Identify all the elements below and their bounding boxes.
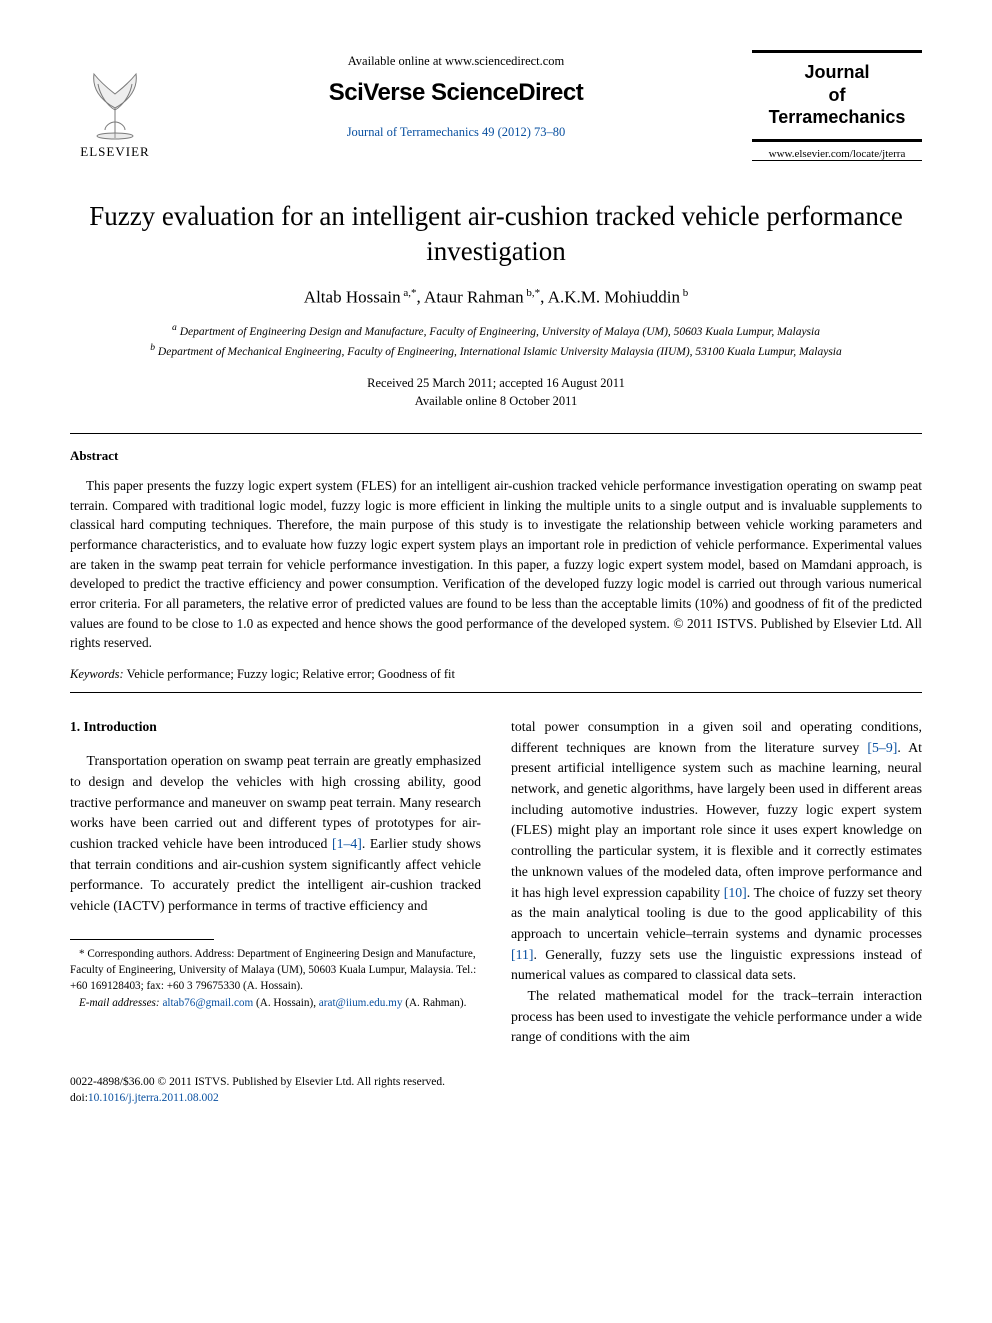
page-footer: 0022-4898/$36.00 © 2011 ISTVS. Published… xyxy=(70,1074,922,1106)
email-2[interactable]: arat@iium.edu.my xyxy=(319,997,403,1009)
journal-url[interactable]: www.elsevier.com/locate/jterra xyxy=(752,148,922,160)
intro-p2-pre: total power consumption in a given soil … xyxy=(511,719,922,755)
email-label: E-mail addresses: xyxy=(79,997,160,1009)
intro-paragraph-1: Transportation operation on swamp peat t… xyxy=(70,751,481,917)
email-footnote: E-mail addresses: altab76@gmail.com (A. … xyxy=(70,995,481,1011)
author-3: A.K.M. Mohiuddin xyxy=(548,287,680,306)
available-online: Available online 8 October 2011 xyxy=(415,394,577,408)
available-online-text: Available online at www.sciencedirect.co… xyxy=(180,54,732,69)
journal-title-line1: Journal xyxy=(804,62,869,82)
journal-citation[interactable]: Journal of Terramechanics 49 (2012) 73–8… xyxy=(180,125,732,140)
copyright-line: 0022-4898/$36.00 © 2011 ISTVS. Published… xyxy=(70,1076,445,1088)
publisher-label: ELSEVIER xyxy=(80,144,149,160)
doi-link[interactable]: 10.1016/j.jterra.2011.08.002 xyxy=(88,1092,219,1104)
doi-label: doi: xyxy=(70,1092,88,1104)
intro-paragraph-2: total power consumption in a given soil … xyxy=(511,717,922,986)
affiliation-b: Department of Mechanical Engineering, Fa… xyxy=(158,346,842,358)
email-2-who: (A. Rahman). xyxy=(402,997,466,1009)
email-1-who: (A. Hossain), xyxy=(253,997,319,1009)
page: ELSEVIER Available online at www.science… xyxy=(0,0,992,1146)
divider xyxy=(70,692,922,693)
intro-p2-mid1: . At present artificial intelligence sys… xyxy=(511,740,922,900)
keywords-label: Keywords: xyxy=(70,667,124,681)
elsevier-tree-icon xyxy=(80,60,150,140)
abstract-text: This paper presents the fuzzy logic expe… xyxy=(70,476,922,653)
header-row: ELSEVIER Available online at www.science… xyxy=(70,50,922,161)
received-accepted: Received 25 March 2011; accepted 16 Augu… xyxy=(367,376,625,390)
author-2-aff: b, xyxy=(524,287,535,299)
intro-p2-post: . Generally, fuzzy sets use the linguist… xyxy=(511,947,922,983)
ref-link-10[interactable]: [10] xyxy=(724,885,747,900)
platform-name: SciVerse ScienceDirect xyxy=(180,79,732,107)
divider xyxy=(70,433,922,434)
article-title: Fuzzy evaluation for an intelligent air-… xyxy=(70,199,922,269)
corresponding-footnote: * Corresponding authors. Address: Depart… xyxy=(70,946,481,995)
abstract-heading: Abstract xyxy=(70,448,922,464)
keywords-text: Vehicle performance; Fuzzy logic; Relati… xyxy=(127,667,455,681)
footnote-block: * Corresponding authors. Address: Depart… xyxy=(70,939,481,1011)
footnote-divider xyxy=(70,939,214,940)
journal-citation-text: Journal of Terramechanics 49 (2012) 73–8… xyxy=(347,125,566,139)
ref-link-1-4[interactable]: [1–4] xyxy=(332,836,362,851)
ref-link-11[interactable]: [11] xyxy=(511,947,533,962)
author-1: Altab Hossain xyxy=(304,287,401,306)
journal-title-line2: of xyxy=(829,85,846,105)
keywords-line: Keywords: Vehicle performance; Fuzzy log… xyxy=(70,667,922,682)
affiliations: a Department of Engineering Design and M… xyxy=(70,321,922,361)
publisher-logo-block: ELSEVIER xyxy=(70,50,160,160)
journal-title: Journal of Terramechanics xyxy=(752,61,922,142)
author-2: Ataur Rahman xyxy=(424,287,524,306)
center-header: Available online at www.sciencedirect.co… xyxy=(160,50,752,146)
article-dates: Received 25 March 2011; accepted 16 Augu… xyxy=(70,374,922,412)
author-2-corr: * xyxy=(535,287,541,299)
email-1[interactable]: altab76@gmail.com xyxy=(162,997,253,1009)
journal-title-box: Journal of Terramechanics www.elsevier.c… xyxy=(752,50,922,161)
body-columns: 1. Introduction Transportation operation… xyxy=(70,717,922,1048)
author-1-aff: a, xyxy=(401,287,411,299)
affiliation-a: Department of Engineering Design and Man… xyxy=(180,326,820,338)
intro-paragraph-3: The related mathematical model for the t… xyxy=(511,986,922,1048)
author-3-aff: b xyxy=(680,287,688,299)
authors-line: Altab Hossain a,*, Ataur Rahman b,*, A.K… xyxy=(70,287,922,308)
author-1-corr: * xyxy=(411,287,417,299)
section-1-heading: 1. Introduction xyxy=(70,717,481,737)
ref-link-5-9[interactable]: [5–9] xyxy=(867,740,897,755)
journal-title-line3: Terramechanics xyxy=(769,107,906,127)
